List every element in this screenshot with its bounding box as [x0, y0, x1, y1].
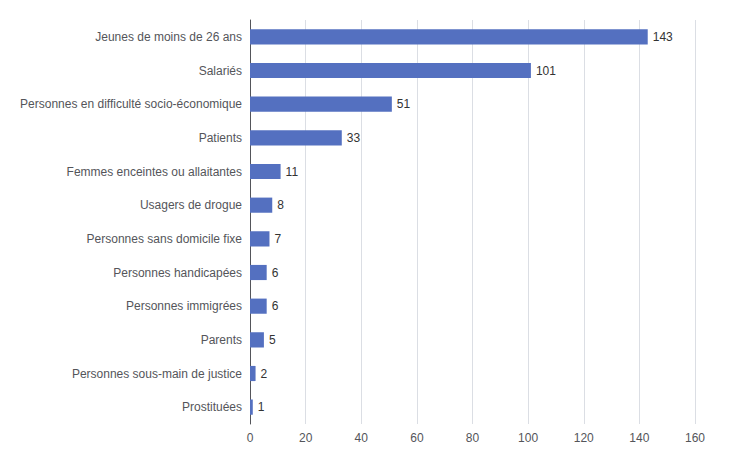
svg-text:140: 140: [629, 431, 649, 445]
svg-text:40: 40: [355, 431, 369, 445]
svg-text:Parents: Parents: [201, 333, 242, 347]
svg-text:Personnes immigrées: Personnes immigrées: [126, 299, 242, 313]
svg-text:6: 6: [272, 299, 279, 313]
svg-text:Salariés: Salariés: [199, 64, 242, 78]
svg-text:Prostituées: Prostituées: [182, 400, 242, 414]
svg-text:143: 143: [653, 30, 673, 44]
svg-text:Usagers de drogue: Usagers de drogue: [140, 198, 242, 212]
svg-text:Femmes enceintes ou allaitante: Femmes enceintes ou allaitantes: [67, 165, 242, 179]
svg-text:Personnes sous-main de justice: Personnes sous-main de justice: [72, 367, 242, 381]
svg-text:7: 7: [274, 232, 281, 246]
svg-text:2: 2: [261, 367, 268, 381]
svg-text:Personnes en difficulté socio-: Personnes en difficulté socio-économique: [20, 97, 242, 111]
svg-text:80: 80: [466, 431, 480, 445]
svg-text:Personnes handicapées: Personnes handicapées: [113, 266, 242, 280]
svg-text:60: 60: [410, 431, 424, 445]
svg-text:101: 101: [536, 64, 556, 78]
svg-text:8: 8: [277, 198, 284, 212]
svg-text:Personnes sans domicile fixe: Personnes sans domicile fixe: [87, 232, 243, 246]
svg-text:33: 33: [347, 131, 361, 145]
svg-text:100: 100: [518, 431, 538, 445]
svg-text:1: 1: [258, 400, 265, 414]
svg-text:5: 5: [269, 333, 276, 347]
svg-text:11: 11: [286, 165, 299, 179]
svg-text:0: 0: [247, 431, 254, 445]
svg-text:6: 6: [272, 266, 279, 280]
svg-text:Patients: Patients: [199, 131, 242, 145]
svg-text:120: 120: [574, 431, 594, 445]
svg-text:160: 160: [685, 431, 705, 445]
svg-text:51: 51: [397, 97, 411, 111]
svg-text:20: 20: [299, 431, 313, 445]
svg-text:Jeunes de moins de 26 ans: Jeunes de moins de 26 ans: [95, 30, 242, 44]
